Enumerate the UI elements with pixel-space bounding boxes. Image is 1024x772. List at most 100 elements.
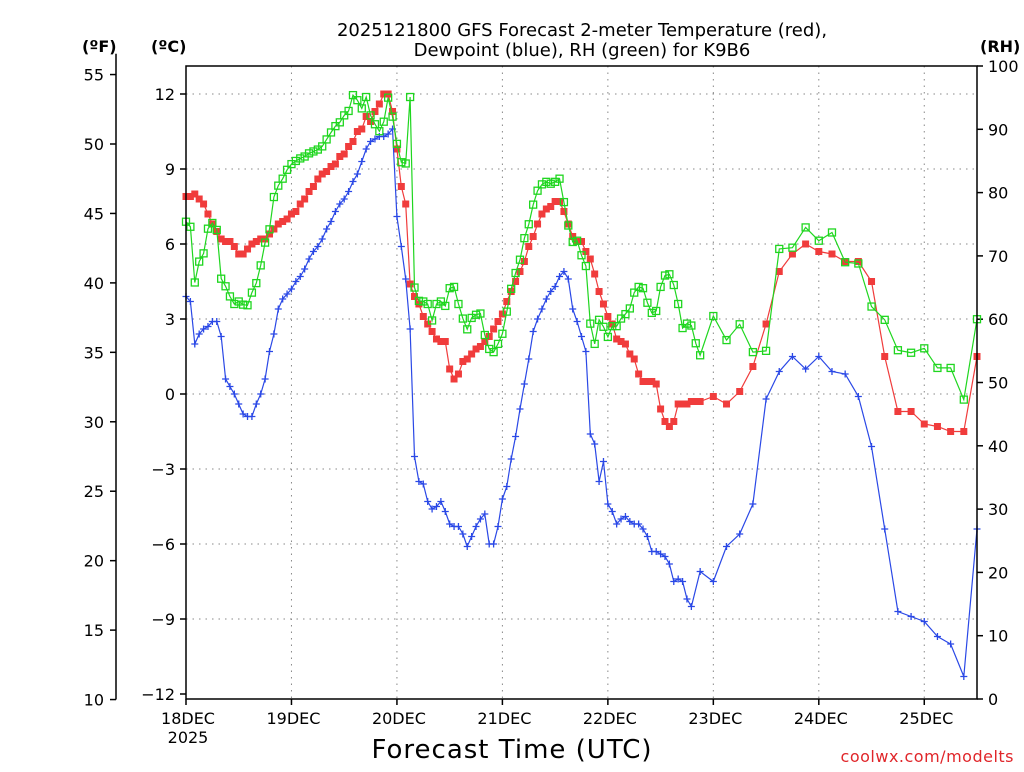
temperature-point [393, 145, 401, 153]
dewpoint-point [226, 383, 234, 390]
rh-tick-label: 10 [988, 627, 1008, 646]
temperature-point [498, 310, 506, 318]
dewpoint-point [749, 500, 757, 508]
dewpoint-point [459, 530, 467, 538]
dewpoint-point [529, 328, 537, 335]
dewpoint-point [608, 508, 616, 515]
temperature-point [239, 250, 247, 258]
temperature-point [274, 220, 282, 228]
temperature-point [375, 100, 383, 108]
dewpoint-point [397, 243, 405, 250]
temperature-point [556, 198, 564, 205]
rh-point [524, 220, 533, 229]
dewpoint-point [393, 213, 401, 220]
dewpoint-point [265, 348, 273, 355]
rh-point [405, 92, 415, 102]
temperature-point [318, 170, 326, 178]
temperature-point [582, 248, 590, 255]
rh-point [546, 179, 555, 188]
temperature-point [683, 400, 691, 408]
dewpoint-point [353, 170, 361, 178]
dewpoint-point [349, 178, 357, 185]
dewpoint-point [345, 188, 353, 195]
rh-point [906, 348, 916, 357]
rh-tick-label: 90 [988, 120, 1008, 139]
rh-unit-label: (RH) [980, 37, 1020, 56]
rh-point [946, 363, 955, 373]
temperature-point [195, 195, 203, 203]
temperature-point [828, 250, 836, 258]
dewpoint-point [476, 515, 484, 523]
temperature-point [389, 108, 397, 115]
temperature-point [331, 160, 339, 168]
dewpoint-point [494, 523, 502, 530]
temperature-point [362, 113, 370, 120]
dewpoint-point [894, 608, 902, 615]
temperature-point [534, 220, 542, 228]
rh-point [353, 96, 362, 105]
rh-point [572, 236, 582, 245]
rh-point [195, 257, 204, 266]
dewpoint-point [195, 330, 203, 338]
temperature-point [920, 420, 928, 428]
rh-point [691, 339, 700, 348]
rh-point [383, 93, 393, 102]
temperature-point [314, 175, 322, 183]
rh-point [933, 363, 942, 373]
temperature-point [657, 405, 665, 413]
x-tick-label: 24DEC [794, 709, 848, 728]
rh-point [357, 104, 366, 113]
dewpoint-line [185, 127, 978, 677]
dewpoint-point [674, 575, 682, 583]
dewpoint-series [182, 125, 981, 680]
x-year-label: 2025 [168, 728, 209, 747]
temperature-point [586, 255, 594, 263]
dewpoint-point [367, 138, 375, 145]
dewpoint-point [428, 505, 436, 513]
temperature-point [292, 208, 300, 215]
temperature-point [709, 393, 717, 400]
rh-point [555, 174, 564, 183]
rh-point [748, 347, 758, 357]
fahrenheit-tick-label: 35 [84, 343, 104, 362]
dewpoint-point [709, 578, 717, 585]
dewpoint-point [960, 673, 968, 680]
dewpoint-point [415, 478, 423, 485]
temperature-point [595, 288, 603, 295]
dewpoint-point [582, 348, 590, 355]
temperature-point [503, 298, 511, 305]
temperature-point [441, 338, 449, 345]
rh-point [291, 156, 301, 166]
rh-point [621, 309, 630, 319]
rh-point [594, 315, 604, 324]
rh-point [564, 221, 573, 230]
dewpoint-point [595, 478, 603, 485]
fahrenheit-unit-label: (ºF) [82, 37, 117, 56]
rh-point [568, 237, 577, 247]
dewpoint-point [384, 130, 392, 138]
dewpoint-point [652, 548, 660, 555]
temperature-point [815, 248, 823, 255]
dewpoint-point [358, 158, 366, 165]
temperature-point [419, 313, 427, 320]
rh-point [515, 255, 525, 264]
temperature-point [907, 408, 915, 415]
rh-point [669, 280, 678, 290]
rh-point [296, 154, 305, 163]
x-tick-label: 20DEC [372, 709, 426, 728]
rh-point [379, 117, 388, 126]
temperature-point [340, 150, 348, 158]
rh-point [436, 297, 446, 306]
temperature-point [327, 163, 335, 170]
rh-point [401, 159, 410, 168]
dewpoint-point [683, 595, 691, 603]
rh-tick-label: 0 [988, 690, 998, 709]
rh-point [678, 323, 687, 333]
rh-point [366, 111, 375, 120]
dewpoint-point [200, 325, 208, 333]
temperature-point [762, 320, 770, 328]
temperature-point [661, 418, 669, 425]
dewpoint-point [621, 513, 629, 520]
temperature-point [226, 238, 234, 245]
rh-line [185, 93, 978, 402]
